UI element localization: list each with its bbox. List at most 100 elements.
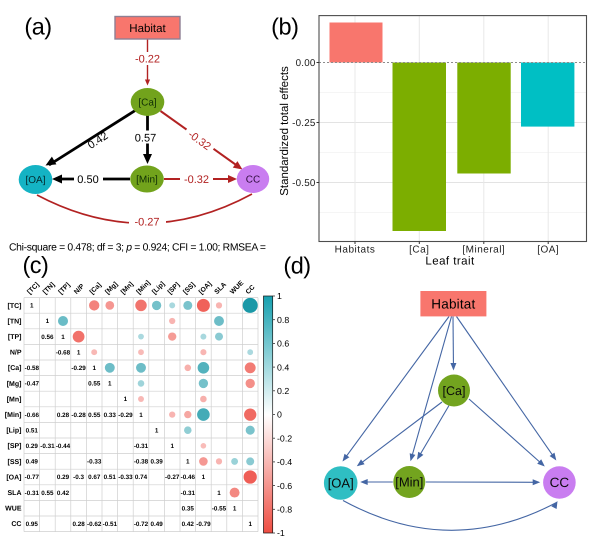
- svg-text:Habitats: Habitats: [335, 245, 376, 256]
- svg-text:[OA]: [OA]: [25, 175, 45, 186]
- svg-text:0.57: 0.57: [135, 133, 156, 145]
- svg-text:-0.28: -0.28: [71, 412, 86, 419]
- svg-text:1: 1: [46, 318, 50, 325]
- svg-text:[SS]: [SS]: [8, 458, 22, 466]
- svg-text:[Ca]: [Ca]: [8, 364, 22, 372]
- svg-text:0.8: 0.8: [277, 315, 289, 325]
- svg-text:-0.8: -0.8: [277, 505, 292, 515]
- svg-text:-0.27: -0.27: [134, 217, 159, 229]
- svg-text:0.39: 0.39: [150, 459, 163, 466]
- svg-text:SLA: SLA: [8, 490, 22, 497]
- svg-text:CC: CC: [11, 521, 21, 528]
- svg-text:[TN]: [TN]: [8, 317, 22, 325]
- svg-text:-0.38: -0.38: [134, 459, 149, 466]
- svg-text:0.49: 0.49: [150, 521, 163, 528]
- svg-text:0.42: 0.42: [57, 490, 70, 497]
- svg-text:CC: CC: [246, 175, 260, 186]
- svg-text:1: 1: [30, 303, 34, 310]
- svg-text:-0.6: -0.6: [277, 481, 292, 491]
- svg-text:-0.33: -0.33: [118, 474, 133, 481]
- svg-text:-1: -1: [277, 528, 285, 538]
- svg-text:0.49: 0.49: [26, 459, 39, 466]
- svg-text:-0.62: -0.62: [87, 521, 102, 528]
- svg-text:0.28: 0.28: [72, 521, 85, 528]
- svg-text:0.28: 0.28: [57, 412, 70, 419]
- svg-text:Chi-square = 0.478; df = 3; p: Chi-square = 0.478; df = 3; p = 0.924; C…: [9, 243, 266, 254]
- svg-text:[Ca]: [Ca]: [443, 384, 466, 398]
- svg-text:1: 1: [248, 521, 252, 528]
- svg-text:0.95: 0.95: [26, 521, 39, 528]
- svg-text:Leaf trait: Leaf trait: [425, 256, 475, 268]
- svg-text:-0.31: -0.31: [40, 443, 55, 450]
- svg-text:1: 1: [77, 349, 81, 356]
- svg-text:-0.2: -0.2: [277, 433, 292, 443]
- svg-text:[Min]: [Min]: [5, 411, 22, 419]
- svg-text:0.51: 0.51: [104, 474, 117, 481]
- svg-text:-0.33: -0.33: [87, 459, 102, 466]
- svg-text:CC: CC: [550, 475, 570, 490]
- svg-text:-0.68: -0.68: [56, 349, 71, 356]
- svg-text:1: 1: [217, 490, 221, 497]
- svg-text:1: 1: [202, 474, 206, 481]
- svg-text:CC: CC: [245, 284, 257, 296]
- svg-text:-0.66: -0.66: [25, 412, 40, 419]
- svg-text:(a): (a): [24, 14, 51, 40]
- svg-text:0.29: 0.29: [26, 443, 39, 450]
- svg-text:0.51: 0.51: [26, 427, 39, 434]
- svg-text:N/P: N/P: [10, 349, 22, 357]
- svg-text:[Mn]: [Mn]: [7, 395, 22, 403]
- svg-text:0.35: 0.35: [182, 505, 195, 512]
- svg-text:[TC]: [TC]: [8, 302, 22, 310]
- svg-text:-0.44: -0.44: [56, 443, 71, 450]
- svg-text:[TP]: [TP]: [8, 333, 22, 341]
- svg-text:0.6: 0.6: [277, 339, 289, 349]
- svg-text:0: 0: [277, 410, 282, 420]
- svg-text:-0.4: -0.4: [277, 457, 292, 467]
- svg-text:1: 1: [155, 427, 159, 434]
- svg-text:(c): (c): [22, 252, 48, 278]
- svg-text:-0.72: -0.72: [134, 521, 149, 528]
- svg-text:0.55: 0.55: [88, 412, 101, 419]
- svg-text:0.74: 0.74: [135, 474, 148, 481]
- svg-text:-0.31: -0.31: [25, 490, 40, 497]
- svg-text:-0.29: -0.29: [71, 365, 86, 372]
- svg-text:1: 1: [170, 443, 174, 450]
- svg-text:0.2: 0.2: [277, 386, 289, 396]
- svg-text:1: 1: [108, 381, 112, 388]
- svg-text:0.42: 0.42: [182, 521, 195, 528]
- svg-text:-0.46: -0.46: [181, 474, 196, 481]
- svg-text:-0.55: -0.55: [212, 505, 227, 512]
- svg-text:[SP]: [SP]: [8, 442, 22, 450]
- svg-text:-0.51: -0.51: [103, 521, 118, 528]
- svg-text:0.67: 0.67: [88, 474, 101, 481]
- svg-text:[OA]: [OA]: [328, 476, 354, 491]
- svg-text:-0.25: -0.25: [292, 118, 316, 129]
- svg-text:WUE: WUE: [5, 506, 22, 513]
- svg-text:Habitat: Habitat: [431, 296, 475, 311]
- svg-text:[Min]: [Min]: [395, 475, 423, 490]
- svg-text:1: 1: [139, 412, 143, 419]
- svg-text:-0.31: -0.31: [134, 443, 149, 450]
- svg-text:0.56: 0.56: [41, 334, 54, 341]
- svg-text:0.00: 0.00: [296, 58, 316, 69]
- svg-text:[OA]: [OA]: [6, 473, 21, 481]
- svg-text:-0.31: -0.31: [181, 490, 196, 497]
- svg-text:-0.79: -0.79: [196, 521, 211, 528]
- svg-text:(b): (b): [271, 14, 298, 40]
- svg-text:0.33: 0.33: [104, 412, 117, 419]
- svg-text:-0.50: -0.50: [292, 178, 316, 189]
- svg-text:[Mineral]: [Mineral]: [462, 245, 505, 256]
- svg-text:1: 1: [92, 365, 96, 372]
- svg-text:[OA]: [OA]: [537, 245, 559, 256]
- svg-text:(d): (d): [283, 253, 310, 279]
- svg-text:1: 1: [277, 291, 282, 301]
- svg-text:Standardized total effects: Standardized total effects: [279, 66, 291, 196]
- svg-text:-0.29: -0.29: [118, 412, 133, 419]
- svg-text:[Ca]: [Ca]: [409, 245, 429, 256]
- svg-text:-0.47: -0.47: [25, 381, 40, 388]
- svg-text:[Min]: [Min]: [136, 175, 158, 186]
- svg-text:0.29: 0.29: [57, 474, 70, 481]
- svg-text:-0.32: -0.32: [184, 174, 209, 186]
- svg-text:1: 1: [124, 396, 128, 403]
- svg-text:1: 1: [233, 505, 237, 512]
